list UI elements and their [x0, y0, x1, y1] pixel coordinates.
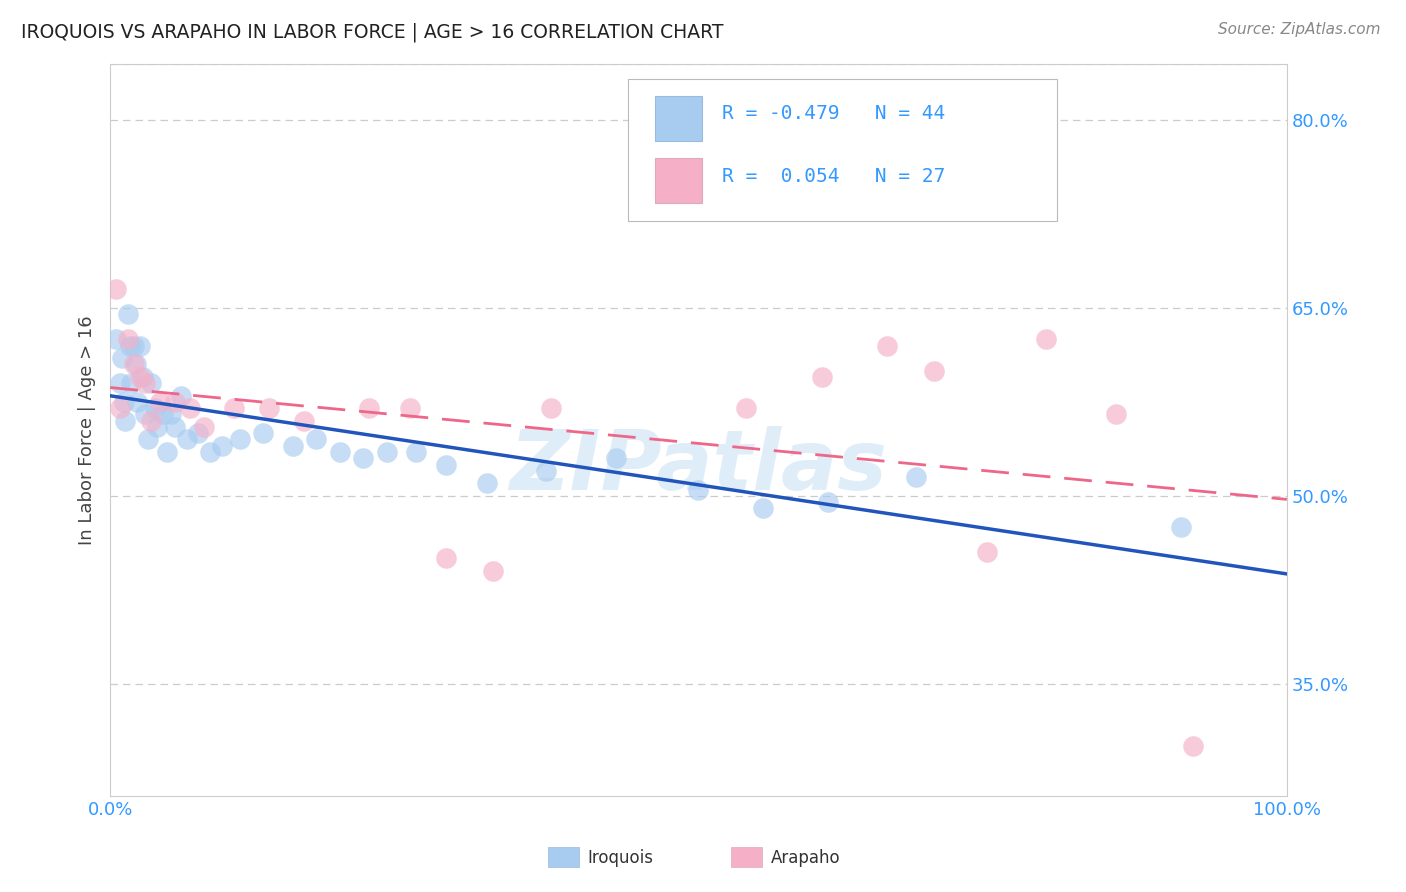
Point	[111, 351, 134, 366]
Point	[399, 401, 422, 416]
Bar	[655, 158, 702, 203]
Point	[475, 476, 498, 491]
Point	[252, 426, 274, 441]
Text: IROQUOIS VS ARAPAHO IN LABOR FORCE | AGE > 16 CORRELATION CHART: IROQUOIS VS ARAPAHO IN LABOR FORCE | AGE…	[21, 22, 724, 42]
Point	[160, 408, 183, 422]
Point	[257, 401, 280, 416]
Point	[605, 451, 627, 466]
Point	[148, 395, 170, 409]
Text: Arapaho: Arapaho	[770, 849, 841, 867]
Point	[128, 338, 150, 352]
Point	[170, 389, 193, 403]
Point	[120, 338, 142, 352]
Point	[734, 401, 756, 416]
Point	[817, 495, 839, 509]
Point	[141, 376, 163, 391]
Text: R = -0.479   N = 44: R = -0.479 N = 44	[723, 104, 945, 123]
Point	[152, 408, 174, 422]
Point	[329, 445, 352, 459]
Point	[120, 376, 142, 391]
Point	[193, 420, 215, 434]
Point	[281, 439, 304, 453]
Point	[114, 414, 136, 428]
Point	[1170, 520, 1192, 534]
Point	[108, 376, 131, 391]
Point	[163, 395, 186, 409]
Text: Iroquois: Iroquois	[588, 849, 654, 867]
Point	[108, 401, 131, 416]
Point	[540, 401, 562, 416]
Point	[122, 338, 145, 352]
Point	[1035, 332, 1057, 346]
Point	[352, 451, 374, 466]
Point	[375, 445, 398, 459]
Point	[811, 370, 834, 384]
Point	[179, 401, 201, 416]
Point	[357, 401, 380, 416]
Point	[198, 445, 221, 459]
Point	[163, 420, 186, 434]
Point	[128, 370, 150, 384]
Point	[125, 358, 148, 372]
Point	[876, 338, 898, 352]
Point	[134, 376, 156, 391]
Point	[136, 433, 159, 447]
Point	[127, 395, 149, 409]
Point	[132, 370, 155, 384]
Point	[434, 551, 457, 566]
Point	[481, 564, 503, 578]
Point	[187, 426, 209, 441]
Point	[922, 364, 945, 378]
Point	[752, 501, 775, 516]
Point	[228, 433, 250, 447]
Point	[292, 414, 315, 428]
Text: R =  0.054   N = 27: R = 0.054 N = 27	[723, 167, 945, 186]
Point	[143, 401, 166, 416]
Point	[117, 332, 139, 346]
Point	[105, 332, 128, 346]
Text: Source: ZipAtlas.com: Source: ZipAtlas.com	[1218, 22, 1381, 37]
Point	[405, 445, 427, 459]
Point	[688, 483, 710, 497]
Point	[976, 545, 998, 559]
Point	[534, 464, 557, 478]
FancyBboxPatch shape	[628, 78, 1057, 221]
Point	[156, 445, 179, 459]
Point	[117, 307, 139, 321]
Point	[176, 433, 198, 447]
Bar	[655, 95, 702, 141]
Y-axis label: In Labor Force | Age > 16: In Labor Force | Age > 16	[79, 315, 96, 545]
Point	[134, 408, 156, 422]
Point	[122, 358, 145, 372]
Point	[141, 414, 163, 428]
Point	[211, 439, 233, 453]
Point	[105, 282, 128, 296]
Point	[222, 401, 245, 416]
Text: ZIPatlas: ZIPatlas	[509, 426, 887, 508]
Point	[305, 433, 328, 447]
Point	[146, 420, 169, 434]
Point	[1105, 408, 1128, 422]
Point	[1181, 739, 1204, 753]
Point	[112, 395, 135, 409]
Point	[905, 470, 928, 484]
Point	[434, 458, 457, 472]
